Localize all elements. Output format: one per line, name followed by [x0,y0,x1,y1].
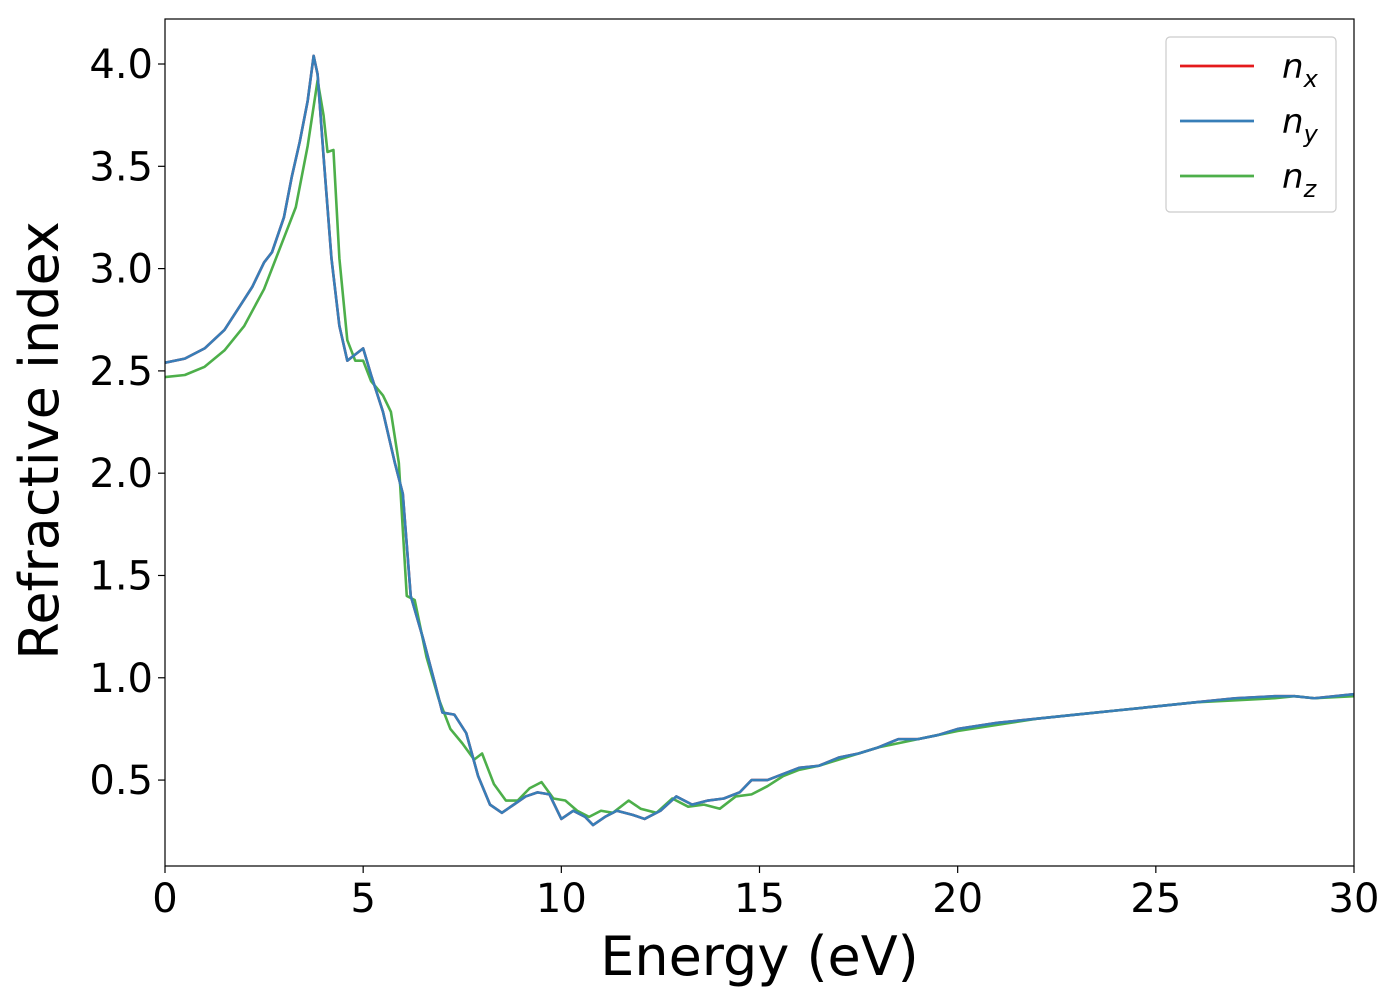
legend-label-z: nz [1282,157,1318,203]
x-tick-label: 5 [350,876,375,922]
x-tick-label: 0 [152,876,177,922]
y-tick-label: 2.5 [89,349,153,395]
series-line-y [165,54,1354,827]
legend-label-subscript: z [1303,175,1318,203]
y-tick-label: 4.0 [89,42,153,88]
legend-label-x: nx [1282,47,1319,93]
legend-label-base: n [1282,47,1304,87]
y-tick-label: 0.5 [89,758,153,804]
y-tick-label: 1.5 [89,553,153,599]
y-axis-ticks: 0.5 1.0 1.5 2.0 2.5 3.0 3.5 4.0 [89,42,165,804]
legend-label-y: ny [1282,102,1319,148]
legend-label-subscript: y [1303,120,1319,148]
x-tick-label: 10 [536,876,587,922]
y-axis-label: Refractive index [8,221,71,660]
x-tick-label: 30 [1329,876,1380,922]
legend-label-base: n [1282,157,1304,197]
legend-label-subscript: x [1303,65,1319,93]
x-tick-label: 25 [1130,876,1181,922]
y-tick-label: 2.0 [89,451,153,497]
y-tick-label: 3.0 [89,247,153,293]
legend-box [1165,36,1337,213]
x-axis-label: Energy (eV) [600,925,919,988]
y-tick-label: 3.5 [89,144,153,190]
y-tick-label: 1.0 [89,656,153,702]
plot-series [165,54,1354,827]
x-axis-ticks: 0 5 10 15 20 25 30 [152,866,1379,922]
x-tick-label: 15 [734,876,785,922]
legend-label-base: n [1282,102,1304,142]
x-tick-label: 20 [932,876,983,922]
